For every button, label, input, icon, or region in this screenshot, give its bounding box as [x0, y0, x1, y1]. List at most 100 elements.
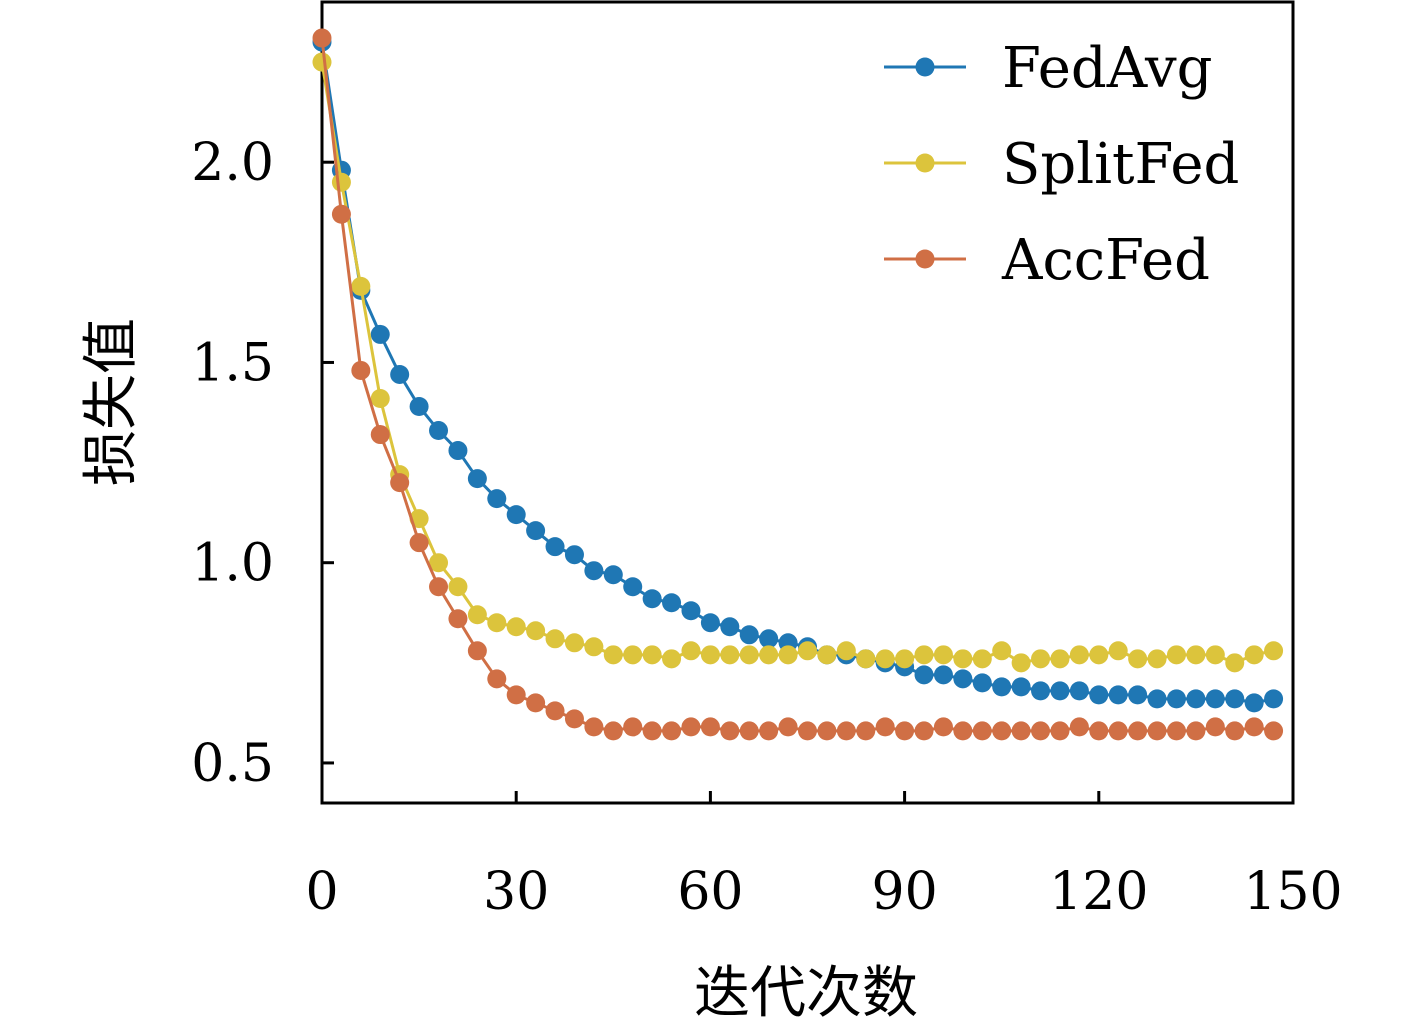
- data-point: [1108, 721, 1128, 741]
- data-point: [1108, 641, 1128, 661]
- data-point: [642, 721, 662, 741]
- data-point: [953, 649, 973, 669]
- data-point: [895, 649, 915, 669]
- data-point: [351, 276, 371, 296]
- data-point: [564, 545, 584, 565]
- data-point: [1264, 721, 1284, 741]
- data-point: [1244, 717, 1264, 737]
- data-point: [1264, 689, 1284, 709]
- data-point: [642, 645, 662, 665]
- data-point: [700, 645, 720, 665]
- data-point: [467, 605, 487, 625]
- x-tick-label: 120: [1049, 862, 1148, 922]
- data-point: [1011, 677, 1031, 697]
- data-point: [972, 721, 992, 741]
- data-point: [1244, 693, 1264, 713]
- data-point: [1089, 685, 1109, 705]
- data-point: [1166, 721, 1186, 741]
- data-point: [331, 204, 351, 224]
- data-point: [1244, 645, 1264, 665]
- data-point: [914, 645, 934, 665]
- data-point: [390, 473, 410, 493]
- data-point: [992, 677, 1012, 697]
- data-point: [409, 397, 429, 417]
- data-point: [662, 593, 682, 613]
- data-point: [1128, 721, 1148, 741]
- y-tick-label: 1.5: [191, 333, 274, 393]
- data-point: [778, 717, 798, 737]
- data-point: [429, 553, 449, 573]
- data-point: [700, 717, 720, 737]
- data-point: [778, 645, 798, 665]
- legend-entry-fedavg: FedAvg: [884, 36, 1212, 101]
- series-splitfed: [312, 52, 1284, 673]
- data-point: [1050, 649, 1070, 669]
- data-point: [312, 52, 332, 72]
- legend-marker: [915, 249, 935, 269]
- data-point: [603, 645, 623, 665]
- data-point: [623, 645, 643, 665]
- data-point: [1166, 689, 1186, 709]
- data-point: [662, 649, 682, 669]
- data-point: [933, 645, 953, 665]
- data-point: [370, 425, 390, 445]
- data-point: [856, 649, 876, 669]
- data-point: [836, 641, 856, 661]
- legend-entry-accfed: AccFed: [884, 228, 1210, 293]
- data-point: [526, 693, 546, 713]
- data-point: [875, 717, 895, 737]
- data-point: [1186, 645, 1206, 665]
- data-point: [487, 489, 507, 509]
- data-point: [448, 441, 468, 461]
- data-point: [1128, 685, 1148, 705]
- data-point: [875, 649, 895, 669]
- data-point: [1089, 721, 1109, 741]
- data-point: [798, 641, 817, 661]
- data-point: [720, 617, 740, 637]
- data-point: [681, 717, 701, 737]
- data-point: [1264, 641, 1284, 661]
- y-axis-label: 损失值: [79, 318, 144, 486]
- x-tick-label: 150: [1243, 862, 1342, 922]
- data-point: [467, 641, 487, 661]
- data-point: [817, 721, 837, 741]
- data-point: [759, 645, 779, 665]
- data-point: [584, 561, 604, 581]
- data-point: [429, 577, 449, 597]
- legend-label: SplitFed: [1002, 132, 1239, 197]
- data-point: [1186, 721, 1206, 741]
- data-point: [1205, 689, 1225, 709]
- data-point: [1011, 653, 1031, 673]
- series-layer: [312, 28, 1284, 741]
- x-tick-label: 60: [677, 862, 743, 922]
- data-point: [603, 721, 623, 741]
- data-point: [1050, 681, 1070, 701]
- data-point: [914, 665, 934, 685]
- data-point: [895, 721, 915, 741]
- data-point: [448, 609, 468, 629]
- data-point: [390, 364, 410, 384]
- data-point: [681, 601, 701, 621]
- legend-marker: [915, 57, 935, 77]
- data-point: [487, 613, 507, 633]
- data-point: [1225, 721, 1245, 741]
- data-point: [972, 649, 992, 669]
- axis-ticks: 0 30 60 90 120 150 0.5 1.0 1.5 2.0: [191, 133, 1342, 922]
- plot-area-frame: [320, 0, 1295, 805]
- data-point: [798, 721, 817, 741]
- data-point: [545, 537, 565, 557]
- x-tick-label: 90: [872, 862, 938, 922]
- data-point: [759, 721, 779, 741]
- data-point: [584, 637, 604, 657]
- data-point: [331, 172, 351, 192]
- data-point: [642, 589, 662, 609]
- data-point: [409, 533, 429, 553]
- data-point: [739, 625, 759, 645]
- data-point: [992, 721, 1012, 741]
- data-point: [545, 701, 565, 721]
- data-point: [1128, 649, 1148, 669]
- data-point: [1205, 717, 1225, 737]
- data-point: [370, 324, 390, 344]
- y-tick-label: 0.5: [191, 734, 274, 794]
- data-point: [370, 388, 390, 408]
